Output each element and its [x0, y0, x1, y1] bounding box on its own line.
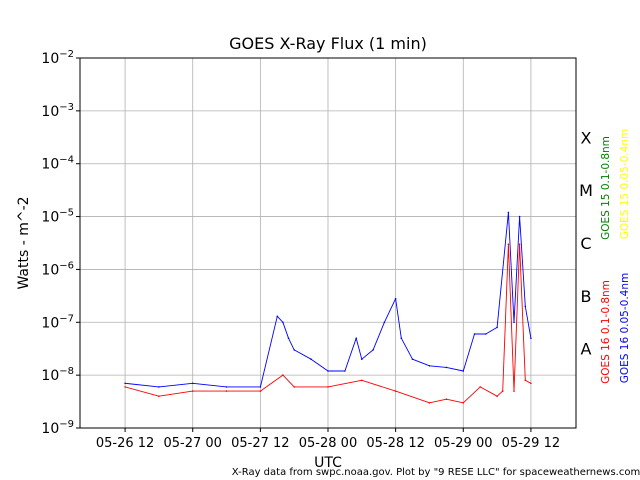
- data-point: [462, 370, 465, 372]
- data-point: [445, 366, 448, 369]
- data-point: [530, 382, 532, 385]
- flare-class-label: B: [581, 287, 592, 306]
- data-point: [394, 390, 397, 392]
- x-tick-label: 05-27 00: [164, 436, 222, 451]
- data-point: [530, 337, 532, 340]
- data-point: [361, 358, 363, 361]
- y-axis-label: Watts - m^-2: [16, 196, 32, 289]
- data-point: [225, 390, 228, 392]
- data-point: [124, 386, 126, 388]
- flare-class-label: X: [581, 128, 592, 147]
- x-tick-label: 05-28 12: [366, 436, 424, 451]
- data-point: [394, 297, 397, 300]
- x-tick-label: 05-28 00: [299, 436, 357, 451]
- data-point: [462, 402, 465, 404]
- y-tick-label: 10−2: [41, 49, 74, 67]
- data-point: [383, 321, 386, 324]
- data-point: [445, 398, 448, 401]
- legend: GOES 15 0.1-0.8nm GOES 15 0.05-0.4nm GOES …: [600, 129, 631, 384]
- data-point: [276, 315, 279, 318]
- y-tick-label: 10−7: [41, 313, 74, 331]
- data-point: [344, 370, 346, 372]
- data-point: [191, 390, 194, 392]
- x-tick-label: 05-26 12: [96, 436, 154, 451]
- y-tick-label: 10−4: [41, 155, 74, 173]
- data-point: [485, 333, 487, 335]
- flare-class-label: A: [581, 340, 592, 359]
- legend-entry: GOES 16 0.1-0.8nm: [600, 280, 612, 384]
- data-point: [225, 386, 228, 388]
- data-point: [400, 337, 403, 340]
- data-point: [293, 386, 296, 388]
- y-tick-label: 10−8: [41, 366, 74, 384]
- chart-title: GOES X-Ray Flux (1 min): [229, 34, 427, 53]
- data-point: [124, 382, 126, 385]
- legend-entry: GOES 15 0.1-0.8nm: [600, 136, 612, 240]
- data-point: [473, 333, 476, 335]
- data-point: [293, 349, 296, 351]
- data-point: [428, 402, 431, 404]
- x-tick-label: 05-27 12: [231, 436, 289, 451]
- series-line-0: [125, 211, 532, 388]
- data-point: [361, 379, 363, 382]
- data-point: [524, 379, 527, 382]
- x-tick-label: 05-29 12: [502, 436, 560, 451]
- data-point: [518, 243, 521, 245]
- data-point: [428, 365, 431, 367]
- data-point: [507, 243, 510, 245]
- data-point: [518, 215, 521, 218]
- data-point: [479, 386, 482, 388]
- data-point: [496, 326, 498, 329]
- legend-entry: GOES 15 0.05-0.4nm: [619, 129, 631, 240]
- footer-credit: X-Ray data from swpc.noaa.gov. Plot by "…: [232, 467, 640, 478]
- data-point: [287, 337, 290, 340]
- flare-class-labels: X M C B A: [579, 128, 593, 358]
- data-series: [124, 211, 532, 404]
- data-point: [355, 337, 358, 340]
- flare-class-label: C: [580, 234, 591, 253]
- x-axis-label: UTC: [314, 455, 342, 471]
- y-tick-label: 10−6: [41, 260, 74, 278]
- data-point: [496, 395, 498, 398]
- y-tick-label: 10−9: [41, 419, 74, 437]
- data-point: [191, 382, 194, 385]
- data-point: [282, 321, 284, 324]
- data-point: [259, 386, 262, 388]
- data-point: [158, 386, 160, 388]
- data-point: [259, 390, 262, 392]
- y-tick-label: 10−3: [41, 102, 74, 120]
- data-point: [327, 370, 329, 372]
- data-point: [507, 211, 510, 214]
- data-point: [282, 374, 284, 376]
- data-point: [372, 349, 374, 351]
- x-tick-label: 05-29 00: [434, 436, 492, 451]
- axes: 10−9 10−8 10−7 10−6 10−5 10−4 10−3 10−2 05-26 12…: [41, 49, 560, 451]
- data-point: [327, 386, 329, 388]
- data-point: [501, 390, 504, 392]
- data-point: [158, 395, 160, 398]
- y-tick-label: 10−5: [41, 208, 74, 226]
- data-point: [513, 390, 515, 392]
- grid-lines: [80, 57, 576, 429]
- flare-class-label: M: [579, 181, 593, 200]
- data-point: [524, 305, 527, 308]
- data-point: [513, 321, 515, 324]
- legend-entry: GOES 16 0.05-0.4nm: [619, 273, 631, 384]
- data-point: [310, 358, 312, 361]
- data-point: [411, 358, 414, 361]
